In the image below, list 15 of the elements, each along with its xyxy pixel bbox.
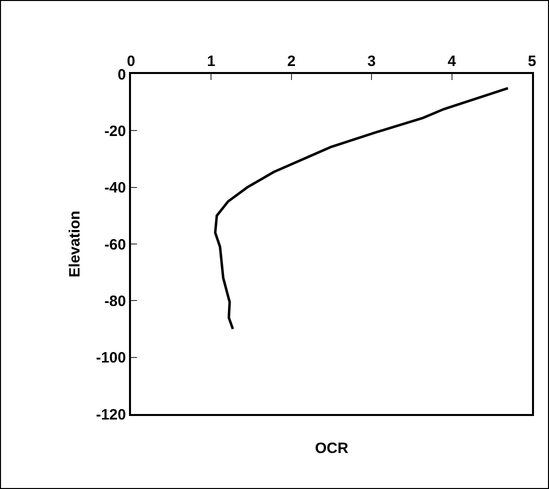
y-tick-label: -40 bbox=[104, 180, 126, 197]
x-tick-label: 3 bbox=[367, 53, 376, 70]
y-tick-label: -80 bbox=[104, 292, 126, 310]
y-tick-label: -60 bbox=[104, 236, 126, 254]
y-tick-label: -120 bbox=[96, 406, 126, 424]
y-tick-label: -20 bbox=[104, 122, 126, 140]
y-axis-title: Elevation bbox=[66, 210, 84, 278]
x-tick-label: 4 bbox=[448, 53, 457, 70]
x-tick-label: 2 bbox=[287, 53, 296, 70]
line-series bbox=[214, 86, 510, 330]
y-tick-label: -100 bbox=[96, 350, 126, 367]
y-tick-label: 0 bbox=[118, 66, 126, 84]
x-axis-title: OCR bbox=[315, 440, 348, 457]
x-tick-label: 1 bbox=[207, 53, 216, 70]
x-tick-label: 5 bbox=[528, 53, 536, 70]
